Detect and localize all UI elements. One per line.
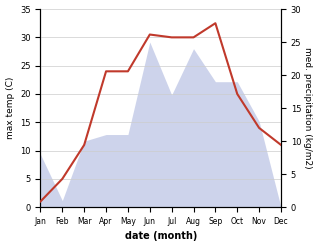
Y-axis label: med. precipitation (kg/m2): med. precipitation (kg/m2) [303,47,313,169]
Y-axis label: max temp (C): max temp (C) [5,77,15,139]
X-axis label: date (month): date (month) [125,231,197,242]
